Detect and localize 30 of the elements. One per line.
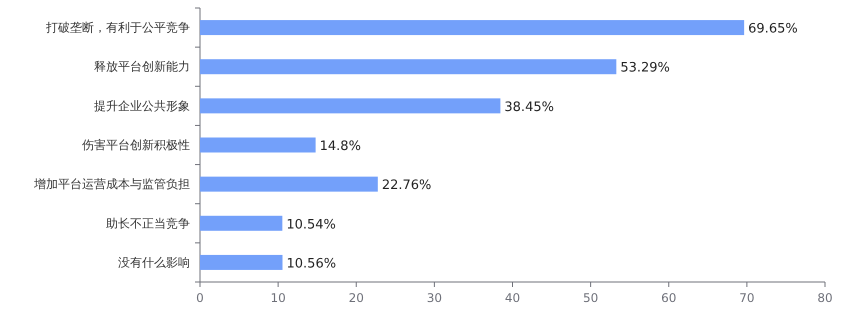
data-label: 22.76% (382, 178, 432, 194)
x-tick-label: 50 (582, 291, 598, 305)
x-tick-label: 40 (504, 291, 520, 305)
x-tick-label: 70 (739, 291, 755, 305)
data-label: 14.8% (320, 139, 361, 154)
bar (200, 176, 378, 192)
x-tick-label: 80 (817, 291, 833, 305)
x-tick-label: 60 (661, 291, 676, 305)
y-tick-label: 释放平台创新能力 (94, 60, 190, 74)
data-label: 53.29% (620, 60, 670, 76)
bar (200, 98, 500, 114)
x-tick-label: 0 (196, 291, 204, 305)
x-tick-label: 10 (270, 291, 286, 305)
bar (200, 254, 282, 270)
bar (200, 59, 616, 74)
data-label: 38.45% (504, 100, 554, 115)
y-tick-label: 伤害平台创新积极性 (82, 138, 190, 152)
y-tick-label: 助长不正当竞争 (106, 216, 190, 230)
x-tick-label: 20 (348, 291, 364, 305)
data-label: 69.65% (748, 22, 798, 37)
data-label: 10.54% (286, 217, 336, 232)
data-label: 10.56% (286, 256, 336, 272)
x-tick-label: 30 (426, 291, 442, 305)
bar (200, 20, 744, 36)
bar (200, 216, 282, 231)
y-tick-label: 没有什么影响 (118, 255, 190, 270)
y-tick-label: 增加平台运营成本与监管负担 (33, 177, 190, 192)
y-tick-label: 提升企业公共形象 (94, 98, 190, 113)
y-tick-label: 打破垄断，有利于公平竞争 (45, 20, 190, 35)
bar (200, 138, 316, 152)
